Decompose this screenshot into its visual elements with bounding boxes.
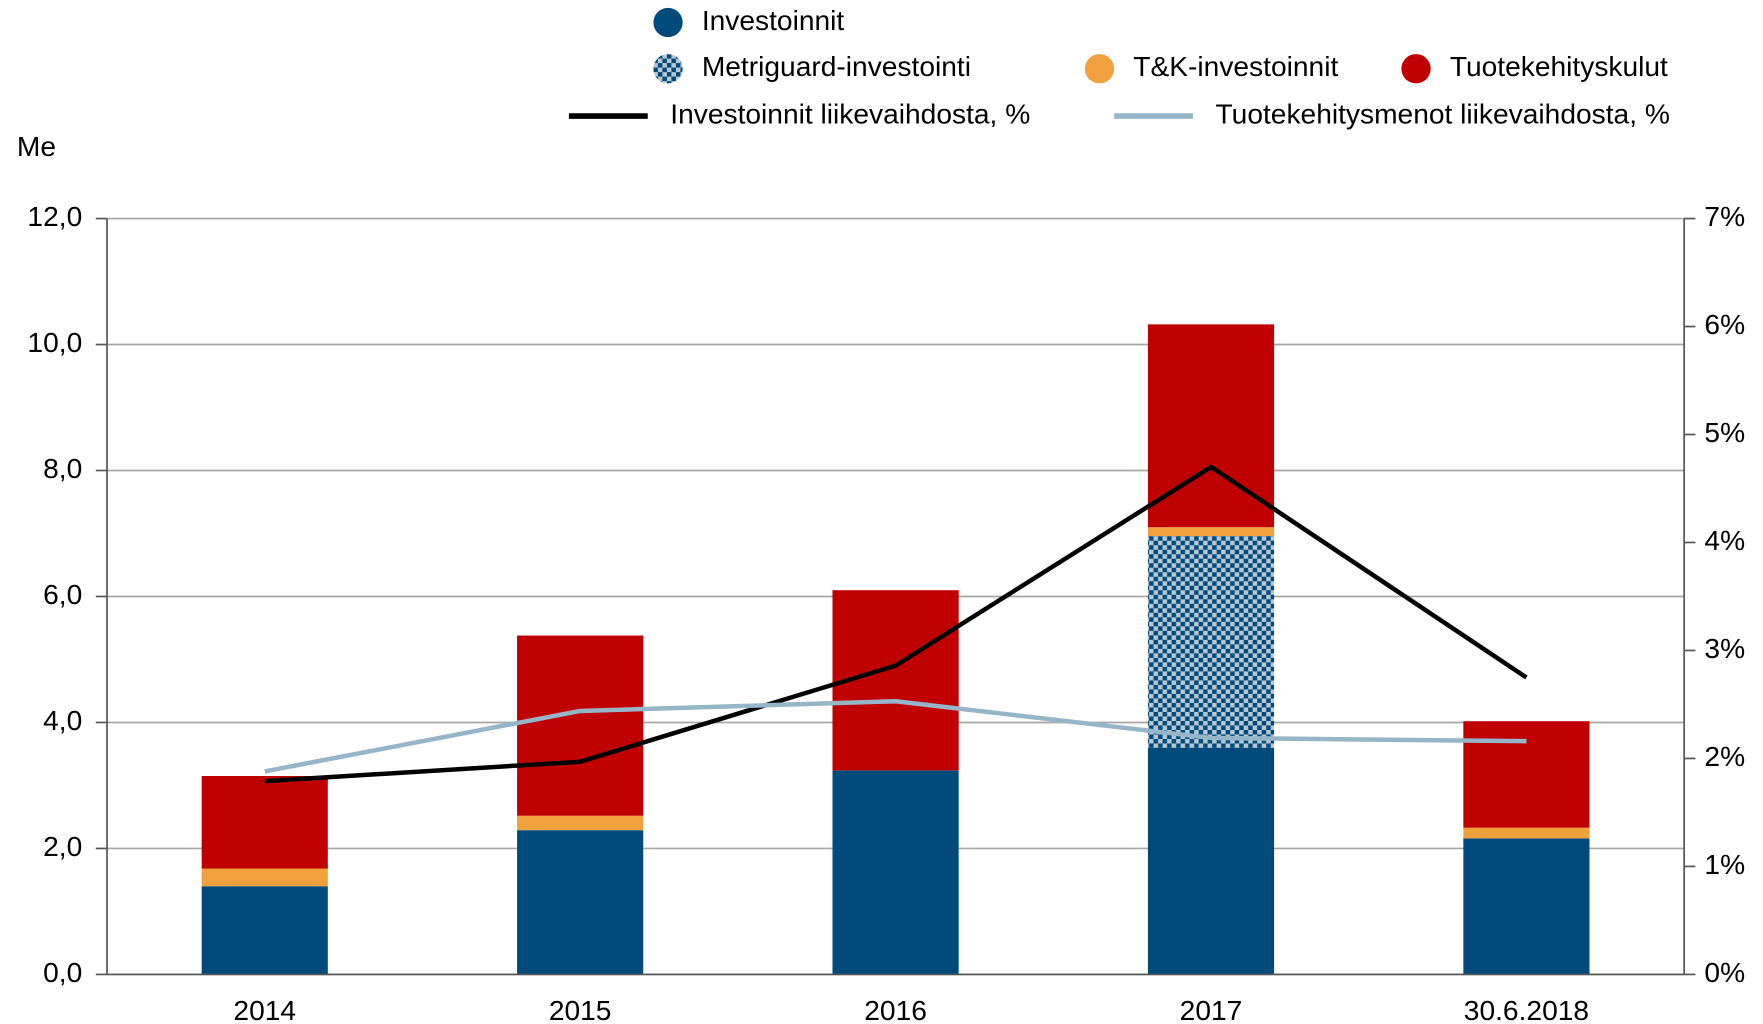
- bar: [1463, 827, 1590, 839]
- line: [264, 698, 1527, 774]
- bar: [517, 830, 644, 975]
- bar: [201, 776, 328, 869]
- bar: [1463, 721, 1590, 828]
- legend-marker: [653, 54, 683, 84]
- y-axis-label: Me: [17, 131, 56, 162]
- y2-tick-label: 1%: [1704, 849, 1745, 880]
- bar: [1147, 527, 1275, 537]
- bar: [201, 886, 328, 975]
- y2-tick-label: 5%: [1704, 417, 1745, 448]
- y-tick-label: 12,0: [27, 201, 82, 232]
- x-tick-label: 2015: [549, 995, 612, 1024]
- legend-marker: [1084, 54, 1115, 84]
- legend-label: Investoinnit liikevaihdosta, %: [670, 98, 1030, 129]
- y-tick-label: 4,0: [43, 705, 82, 736]
- y2-tick-label: 6%: [1704, 309, 1745, 340]
- bar: [1147, 747, 1275, 975]
- y2-tick-label: 3%: [1704, 633, 1745, 664]
- bar: [201, 868, 328, 887]
- x-tick-label: 2014: [233, 995, 296, 1024]
- x-tick-label: 2016: [864, 995, 927, 1024]
- y2-tick-label: 0%: [1704, 957, 1745, 988]
- legend-label: Tuotekehitysmenot liikevaihdosta, %: [1216, 98, 1670, 129]
- bar: [517, 635, 644, 816]
- x-tick-label: 30.6.2018: [1464, 995, 1589, 1024]
- bar: [832, 770, 959, 975]
- y2-tick-label: 2%: [1704, 741, 1745, 772]
- y-tick-label: 6,0: [43, 579, 82, 610]
- line: [264, 464, 1528, 784]
- bar: [1463, 838, 1590, 975]
- legend-label: Investoinnit: [702, 5, 845, 36]
- y-tick-label: 0,0: [43, 957, 82, 988]
- bar: [517, 815, 644, 831]
- y-tick-label: 10,0: [27, 327, 82, 358]
- y-tick-label: 8,0: [43, 453, 82, 484]
- y2-tick-label: 4%: [1704, 525, 1745, 556]
- y2-tick-label: 7%: [1704, 201, 1745, 232]
- x-tick-label: 2017: [1180, 995, 1243, 1024]
- bar: [1147, 536, 1275, 748]
- legend-label: Metriguard-investointi: [702, 51, 971, 82]
- y-tick-label: 2,0: [43, 831, 82, 862]
- legend-label: Tuotekehityskulut: [1450, 51, 1668, 82]
- legend-label: T&K-investoinnit: [1133, 51, 1338, 82]
- legend-marker: [1401, 54, 1431, 84]
- legend-marker: [653, 7, 683, 38]
